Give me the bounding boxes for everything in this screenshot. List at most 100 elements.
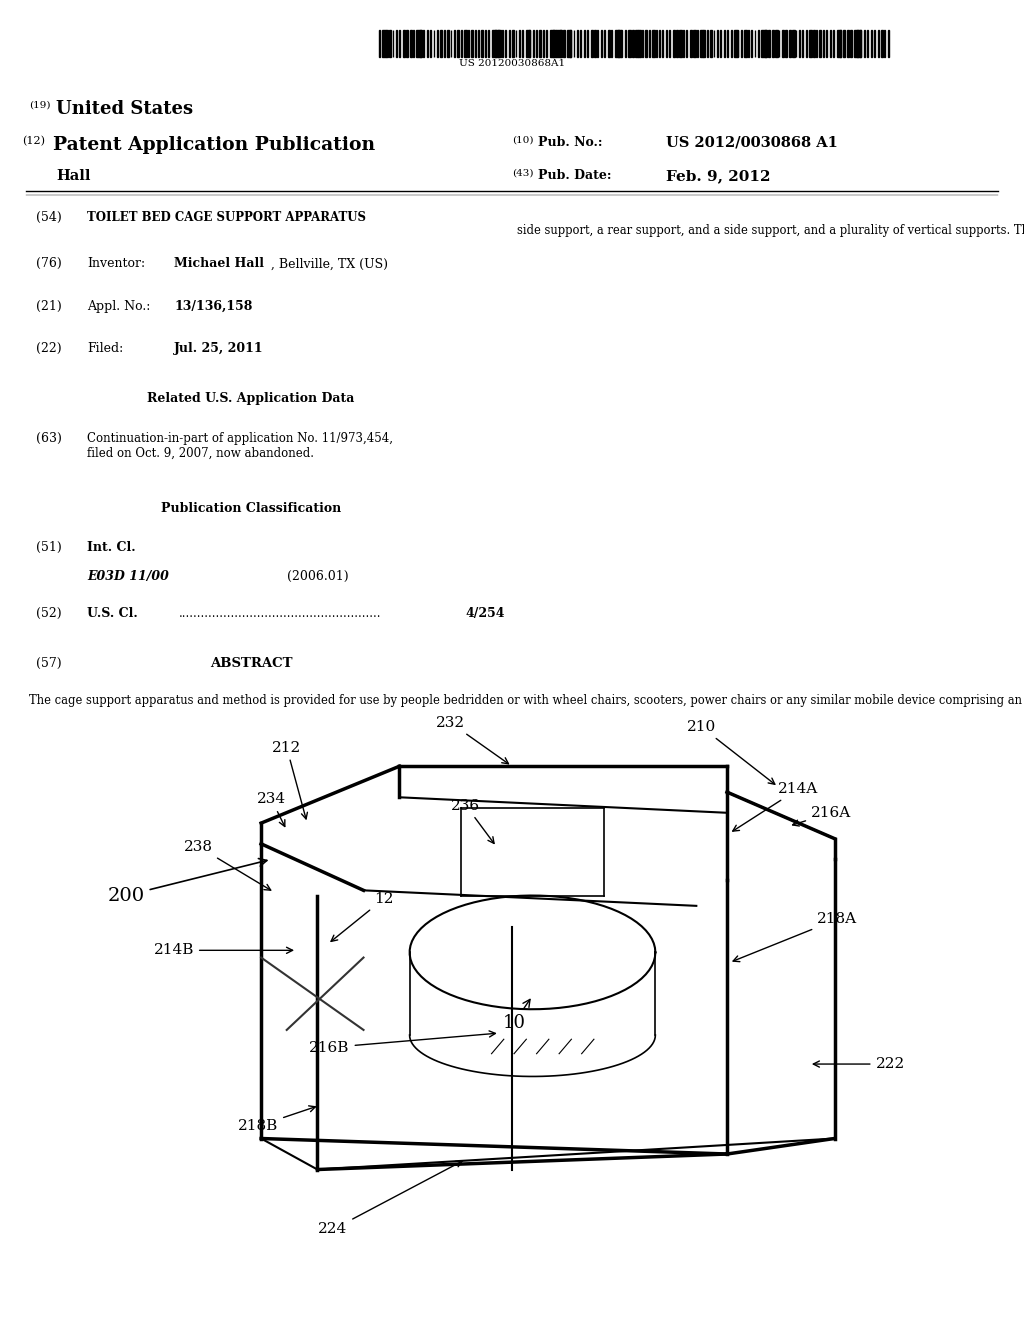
Bar bbox=[525, 30, 529, 57]
Bar bbox=[711, 30, 712, 57]
Bar bbox=[464, 30, 467, 57]
Text: (12): (12) bbox=[23, 136, 45, 147]
Text: 236: 236 bbox=[452, 799, 494, 843]
Bar bbox=[420, 30, 423, 57]
Text: (63): (63) bbox=[36, 432, 61, 445]
Text: 214A: 214A bbox=[733, 781, 818, 832]
Text: Hall: Hall bbox=[56, 169, 91, 183]
Bar bbox=[440, 30, 442, 57]
Bar bbox=[806, 30, 807, 57]
Bar bbox=[782, 30, 784, 57]
Bar bbox=[703, 30, 705, 57]
Text: 218A: 218A bbox=[733, 912, 857, 962]
Text: 200: 200 bbox=[108, 858, 267, 904]
Text: Pub. Date:: Pub. Date: bbox=[538, 169, 611, 182]
Bar bbox=[823, 30, 824, 57]
Text: Inventor:: Inventor: bbox=[87, 257, 145, 271]
Text: Related U.S. Application Data: Related U.S. Application Data bbox=[147, 392, 354, 405]
Text: 234: 234 bbox=[257, 792, 286, 826]
Text: (43): (43) bbox=[512, 169, 534, 178]
Bar bbox=[566, 30, 570, 57]
Bar bbox=[793, 30, 795, 57]
Bar bbox=[632, 30, 634, 57]
Bar bbox=[741, 30, 742, 57]
Bar bbox=[560, 30, 562, 57]
Bar bbox=[850, 30, 852, 57]
Bar bbox=[382, 30, 386, 57]
Bar bbox=[847, 30, 849, 57]
Text: Int. Cl.: Int. Cl. bbox=[87, 541, 135, 554]
Bar bbox=[809, 30, 812, 57]
Text: (51): (51) bbox=[36, 541, 61, 554]
Bar bbox=[693, 30, 695, 57]
Text: (57): (57) bbox=[36, 657, 61, 671]
Bar bbox=[386, 30, 388, 57]
Text: 222: 222 bbox=[813, 1057, 905, 1071]
Bar bbox=[878, 30, 879, 57]
Bar bbox=[768, 30, 770, 57]
Text: The cage support apparatus and method is provided for use by people bedridden or: The cage support apparatus and method is… bbox=[29, 694, 1024, 708]
Bar bbox=[844, 30, 845, 57]
Bar bbox=[447, 30, 449, 57]
Bar bbox=[765, 30, 767, 57]
Bar bbox=[458, 30, 459, 57]
Bar bbox=[389, 30, 391, 57]
Bar bbox=[499, 30, 501, 57]
Bar bbox=[734, 30, 738, 57]
Text: 10: 10 bbox=[503, 999, 530, 1032]
Text: US 20120030868A1: US 20120030868A1 bbox=[459, 59, 565, 69]
Bar bbox=[700, 30, 702, 57]
Bar bbox=[819, 30, 821, 57]
Text: 214B: 214B bbox=[154, 944, 293, 957]
Text: Continuation-in-part of application No. 11/973,454,
filed on Oct. 9, 2007, now a: Continuation-in-part of application No. … bbox=[87, 432, 393, 459]
Bar bbox=[550, 30, 554, 57]
Bar bbox=[785, 30, 786, 57]
Text: Feb. 9, 2012: Feb. 9, 2012 bbox=[666, 169, 770, 183]
Text: Michael Hall: Michael Hall bbox=[174, 257, 264, 271]
Text: 238: 238 bbox=[184, 840, 270, 890]
Bar bbox=[731, 30, 732, 57]
Text: 232: 232 bbox=[436, 715, 509, 764]
Text: Filed:: Filed: bbox=[87, 342, 123, 355]
Bar bbox=[495, 30, 499, 57]
Bar bbox=[556, 30, 560, 57]
Bar bbox=[437, 30, 438, 57]
Bar bbox=[655, 30, 657, 57]
Text: (10): (10) bbox=[512, 136, 534, 145]
Text: (54): (54) bbox=[36, 211, 61, 224]
Text: 218B: 218B bbox=[238, 1106, 315, 1133]
Bar bbox=[379, 30, 381, 57]
Text: (52): (52) bbox=[36, 607, 61, 620]
Text: (22): (22) bbox=[36, 342, 61, 355]
Bar bbox=[628, 30, 631, 57]
Text: (2006.01): (2006.01) bbox=[287, 570, 348, 583]
Bar bbox=[775, 30, 777, 57]
Bar bbox=[591, 30, 593, 57]
Bar bbox=[543, 30, 545, 57]
Text: 216A: 216A bbox=[793, 805, 851, 826]
Bar bbox=[492, 30, 496, 57]
Bar bbox=[635, 30, 638, 57]
Bar bbox=[509, 30, 510, 57]
Text: TOILET BED CAGE SUPPORT APPARATUS: TOILET BED CAGE SUPPORT APPARATUS bbox=[87, 211, 366, 224]
Bar bbox=[837, 30, 841, 57]
Bar bbox=[854, 30, 858, 57]
Bar bbox=[857, 30, 861, 57]
Bar bbox=[563, 30, 565, 57]
Bar bbox=[474, 30, 476, 57]
Text: Publication Classification: Publication Classification bbox=[161, 502, 341, 515]
Text: ......................................................: ........................................… bbox=[179, 607, 382, 620]
Text: United States: United States bbox=[56, 100, 194, 119]
Bar bbox=[762, 30, 766, 57]
Text: 4/254: 4/254 bbox=[466, 607, 506, 620]
Text: 12: 12 bbox=[331, 891, 394, 941]
Bar bbox=[553, 30, 556, 57]
Text: side support, a rear support, and a side support, and a plurality of vertical su: side support, a rear support, and a side… bbox=[517, 224, 1024, 238]
Bar bbox=[601, 30, 602, 57]
Bar bbox=[540, 30, 541, 57]
Text: ABSTRACT: ABSTRACT bbox=[210, 657, 292, 671]
Text: (21): (21) bbox=[36, 300, 61, 313]
Bar bbox=[690, 30, 692, 57]
Text: , Bellville, TX (US): , Bellville, TX (US) bbox=[271, 257, 388, 271]
Bar bbox=[676, 30, 678, 57]
